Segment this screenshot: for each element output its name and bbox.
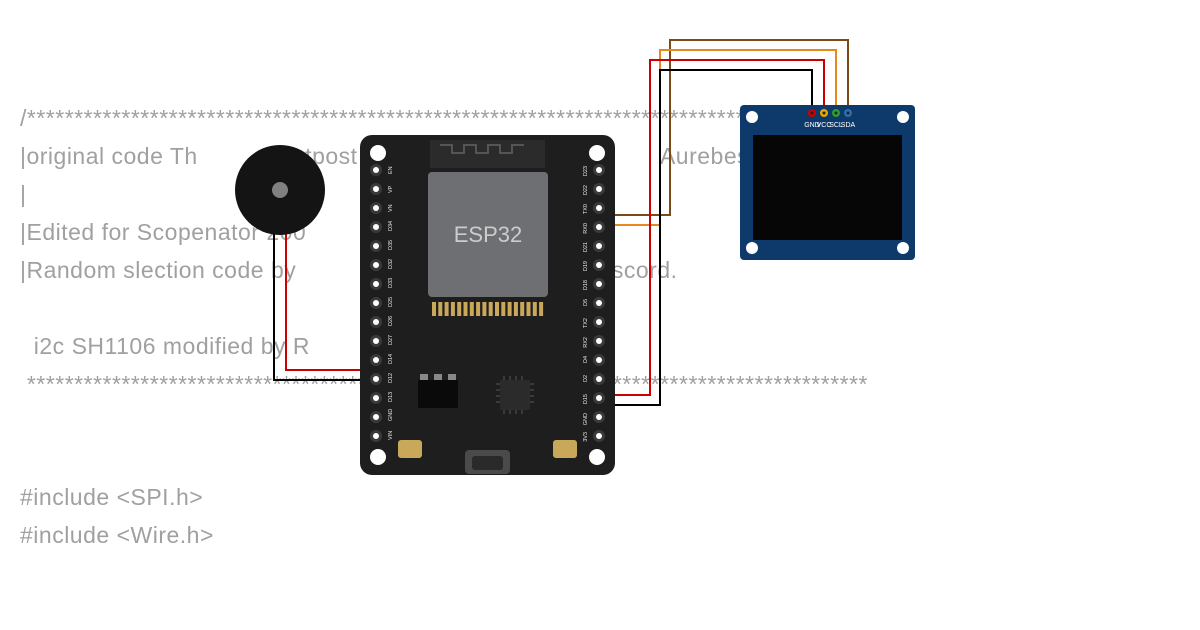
svg-text:D22: D22 <box>583 185 589 195</box>
buzzer <box>235 145 325 235</box>
svg-text:D19: D19 <box>583 261 589 271</box>
svg-text:D13: D13 <box>388 392 394 402</box>
svg-text:VN: VN <box>388 204 394 212</box>
svg-text:GND: GND <box>388 409 394 421</box>
svg-text:D23: D23 <box>583 166 589 176</box>
svg-text:TX2: TX2 <box>583 318 589 328</box>
svg-text:D21: D21 <box>583 242 589 252</box>
oled-module: GNDVCCSCLSDA <box>740 105 915 260</box>
svg-text:D35: D35 <box>388 240 394 250</box>
svg-text:D34: D34 <box>388 221 394 231</box>
svg-text:D4: D4 <box>583 356 589 363</box>
svg-text:D26: D26 <box>388 316 394 326</box>
svg-text:RX2: RX2 <box>583 337 589 348</box>
svg-text:EN: EN <box>388 166 394 174</box>
svg-text:D18: D18 <box>583 280 589 290</box>
svg-text:D15: D15 <box>583 394 589 404</box>
esp32-label: ESP32 <box>454 222 523 247</box>
svg-text:D33: D33 <box>388 278 394 288</box>
svg-text:3V3: 3V3 <box>583 432 589 442</box>
svg-text:D12: D12 <box>388 373 394 383</box>
svg-text:D32: D32 <box>388 259 394 269</box>
svg-text:D27: D27 <box>388 335 394 345</box>
svg-text:GND: GND <box>583 413 589 425</box>
svg-text:TX0: TX0 <box>583 204 589 214</box>
boot-button[interactable] <box>398 440 422 458</box>
svg-text:RX0: RX0 <box>583 223 589 234</box>
svg-text:VIN: VIN <box>388 431 394 440</box>
svg-text:D5: D5 <box>583 299 589 306</box>
schematic-layer: ESP32 ENVPVND34D35D3 <box>0 0 1200 630</box>
esp32-board: ESP32 ENVPVND34D35D3 <box>360 135 615 475</box>
svg-text:SDA: SDA <box>841 122 856 129</box>
svg-text:D14: D14 <box>388 354 394 364</box>
en-button[interactable] <box>553 440 577 458</box>
svg-text:D2: D2 <box>583 375 589 382</box>
svg-text:D25: D25 <box>388 297 394 307</box>
svg-text:VP: VP <box>388 185 394 193</box>
